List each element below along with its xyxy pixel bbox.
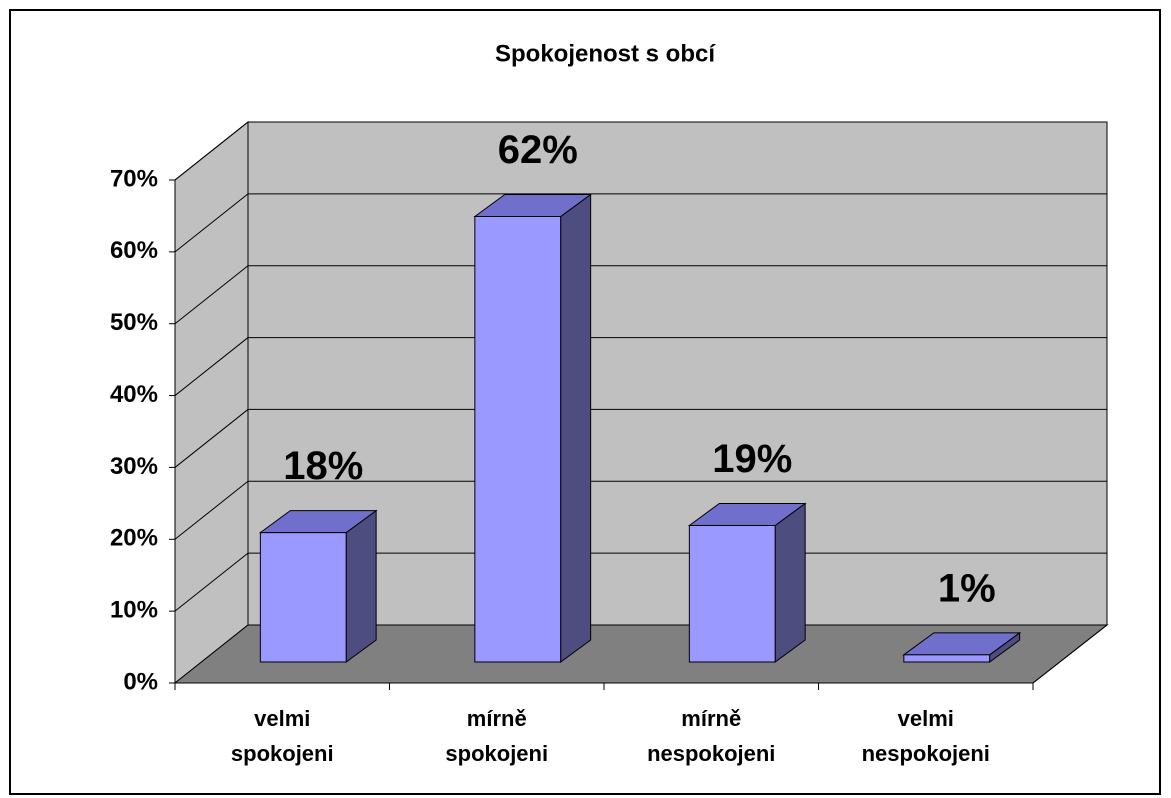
y-tick-label: 30% bbox=[110, 453, 158, 480]
y-tick-label: 0% bbox=[123, 668, 158, 695]
y-tick-label: 40% bbox=[110, 381, 158, 408]
data-label: 18% bbox=[283, 444, 363, 488]
grid-line bbox=[174, 265, 249, 325]
y-tick-label: 60% bbox=[110, 237, 158, 264]
y-tick-label: 70% bbox=[110, 165, 158, 192]
x-tick-label: velmi nespokojeni bbox=[862, 706, 990, 766]
data-label: 1% bbox=[938, 566, 996, 610]
x-tick-label: mírně nespokojeni bbox=[647, 706, 775, 766]
grid-line bbox=[174, 409, 249, 468]
bar bbox=[688, 524, 776, 663]
bar-side bbox=[560, 193, 592, 663]
y-tick-label: 50% bbox=[110, 309, 158, 336]
floor-edge bbox=[1032, 624, 1108, 684]
grid-line bbox=[174, 552, 249, 612]
bar-side bbox=[345, 509, 377, 663]
y-tick-label: 10% bbox=[110, 596, 158, 623]
side-wall bbox=[174, 120, 249, 685]
data-label: 19% bbox=[712, 437, 792, 481]
grid-line bbox=[174, 193, 249, 253]
x-tick-label: mírně spokojeni bbox=[445, 706, 548, 766]
bar bbox=[474, 215, 562, 663]
bar bbox=[259, 532, 347, 663]
grid-line bbox=[174, 480, 249, 540]
grid-line bbox=[174, 337, 249, 396]
x-tick-label: velmi spokojeni bbox=[231, 706, 334, 766]
data-label: 62% bbox=[498, 128, 578, 172]
back-wall bbox=[247, 121, 1108, 626]
chart-title: Spokojenost s obcí bbox=[495, 40, 716, 67]
bar-side bbox=[774, 502, 806, 663]
bar bbox=[903, 654, 991, 663]
y-tick-label: 20% bbox=[110, 525, 158, 552]
grid-line bbox=[174, 121, 249, 181]
